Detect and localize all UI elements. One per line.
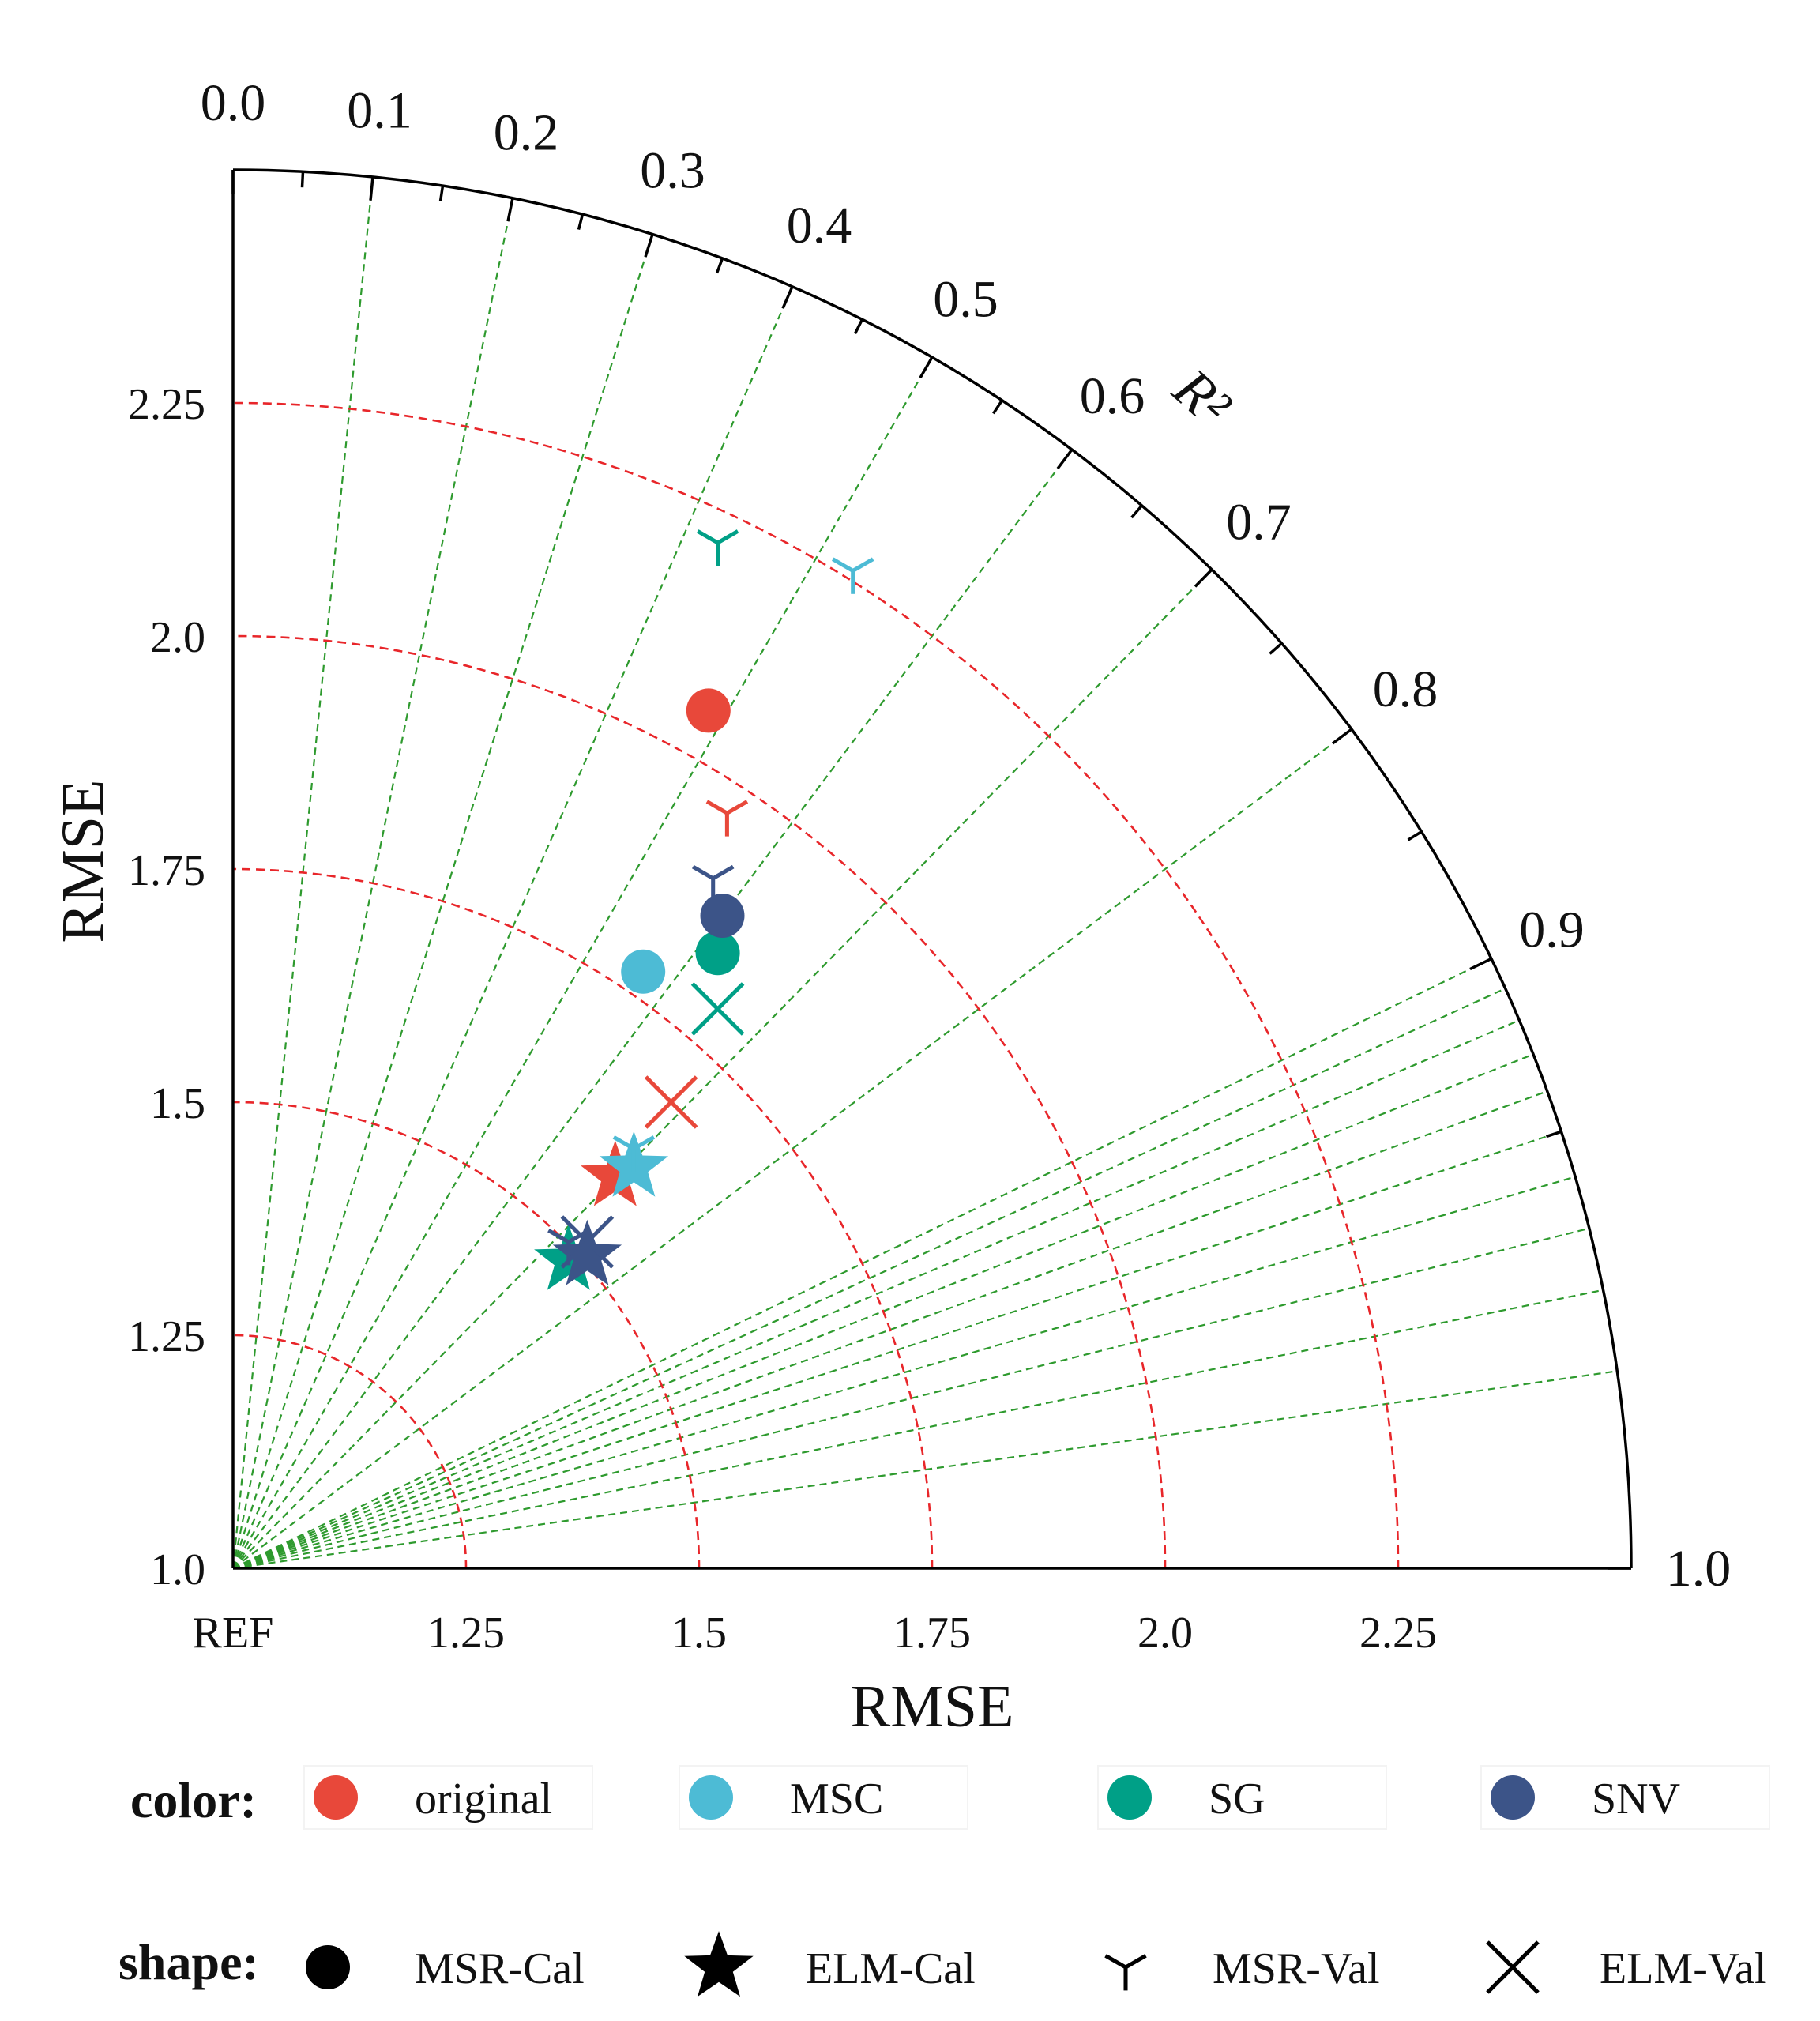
outer-arc	[232, 168, 1633, 1569]
shape-legend-label: MSR-Cal	[415, 1944, 585, 1993]
angular-tick	[438, 185, 445, 202]
point-sg-elm-val	[690, 982, 745, 1036]
angular-tick	[992, 399, 1003, 415]
rmse-arc	[232, 867, 934, 1569]
rmse-arc	[232, 401, 1400, 1569]
angular-tick	[1469, 957, 1492, 971]
point-msc-msr-val	[612, 1135, 656, 1172]
shape-legend-symbol	[684, 1931, 754, 1997]
angular-tick-label: 0.4	[787, 197, 852, 254]
point-msc-msr-cal	[621, 949, 666, 994]
x-tick-label: 1.75	[893, 1609, 971, 1658]
angular-tick	[1269, 642, 1283, 655]
shape-legend-title: shape:	[118, 1934, 259, 1990]
color-legend-label: SG	[1209, 1774, 1265, 1823]
x-tick-label: 1.5	[671, 1609, 727, 1658]
axis-frame	[231, 168, 1633, 1570]
x-tick-label: 1.25	[427, 1609, 505, 1658]
angular-tick-label: 0.1	[347, 81, 412, 139]
angular-tick	[369, 176, 374, 201]
shape-legend-symbol	[1486, 1940, 1540, 1994]
x-tick-label: 2.25	[1359, 1609, 1437, 1658]
angular-tick-label: 0.6	[1080, 367, 1145, 425]
angular-tick	[715, 258, 724, 274]
point-sg-msr-cal	[695, 931, 740, 976]
correlation-ray	[231, 286, 794, 1569]
y-tick-label: 2.0	[150, 613, 205, 662]
y-tick-label: 1.25	[128, 1312, 205, 1361]
shape-legend-label: MSR-Val	[1213, 1944, 1380, 1993]
angular-tick	[1331, 728, 1353, 745]
angular-tick-label: 0.9	[1519, 901, 1585, 958]
angular-tick	[644, 234, 654, 258]
angular-tick-label: 0.8	[1373, 660, 1438, 718]
point-original-elm-val	[644, 1075, 698, 1129]
shape-legend-symbol	[306, 1945, 350, 1989]
data-points	[534, 529, 874, 1290]
point-snv-elm-cal	[552, 1219, 622, 1285]
color-legend-label: SNV	[1592, 1774, 1680, 1823]
y-tick-label: 1.0	[150, 1545, 205, 1594]
angular-tick	[781, 286, 794, 309]
correlation-ray	[232, 728, 1352, 1569]
x-axis-title: RMSE	[851, 1673, 1014, 1740]
color-legend-label: original	[415, 1774, 552, 1823]
angular-tick	[1130, 504, 1143, 519]
angular-tick	[853, 318, 864, 334]
grid-layer	[51, 51, 1769, 1734]
rmse-arc	[232, 634, 1167, 1569]
color-legend-box	[1480, 1765, 1770, 1830]
point-snv-msr-cal	[700, 894, 745, 938]
color-legend-swatch	[1491, 1775, 1535, 1820]
point-sg-msr-val	[696, 529, 739, 566]
plot-background	[51, 51, 1769, 1734]
color-legend-title: color:	[130, 1772, 257, 1828]
point-original-msr-val	[705, 800, 749, 837]
color-legend-box	[303, 1765, 593, 1830]
angular-tick-label: 0.5	[933, 271, 998, 329]
point-msc-msr-val	[831, 557, 874, 594]
color-legend-swatch	[689, 1775, 733, 1820]
x-tick-label: REF	[193, 1609, 274, 1658]
angular-tick-label: 0.7	[1226, 493, 1292, 551]
point-snv-msr-val	[691, 864, 735, 902]
angular-tick-label: 0.3	[640, 141, 705, 199]
angular-tick	[1407, 830, 1423, 841]
axis-labels: 0.0 0.1 0.20.30.40.50.60.70.80.91.0R²1.01.…	[50, 74, 1731, 1740]
shape-legend-label: ELM-Cal	[806, 1944, 976, 1993]
y-tick-label: 1.5	[150, 1079, 205, 1128]
color-legend-label: MSC	[790, 1774, 883, 1823]
shape-legend-label: ELM-Val	[1600, 1944, 1767, 1993]
point-snv-elm-val	[560, 1215, 615, 1269]
angular-tick	[919, 356, 934, 378]
angular-tick	[1194, 568, 1213, 588]
shape-legend-symbol	[1104, 1954, 1147, 1991]
color-legend-box	[679, 1765, 968, 1830]
legend: color: original MSC SG SNV shape: MSR-Cal ELM-C…	[118, 1765, 1770, 1997]
color-legend-swatch	[314, 1775, 358, 1820]
y-tick-label: 1.75	[128, 846, 205, 895]
point-original-elm-cal	[581, 1140, 650, 1206]
angular-tick	[506, 198, 514, 222]
y-tick-label: 2.25	[128, 380, 205, 429]
angular-tick-label: 1.0	[1666, 1540, 1732, 1598]
color-legend-swatch	[1107, 1775, 1152, 1820]
point-original-msr-cal	[686, 688, 731, 733]
angular-tick-label: 0.0	[201, 74, 266, 132]
color-legend-box	[1097, 1765, 1387, 1830]
angular-tick-label: 0.2	[494, 103, 559, 161]
correlation-ray	[231, 234, 654, 1569]
y-axis-title: RMSE	[50, 780, 116, 943]
x-tick-label: 2.0	[1138, 1609, 1193, 1658]
angular-tick	[577, 213, 585, 231]
angular-tick	[1545, 1130, 1562, 1138]
angular-tick	[1056, 448, 1074, 470]
